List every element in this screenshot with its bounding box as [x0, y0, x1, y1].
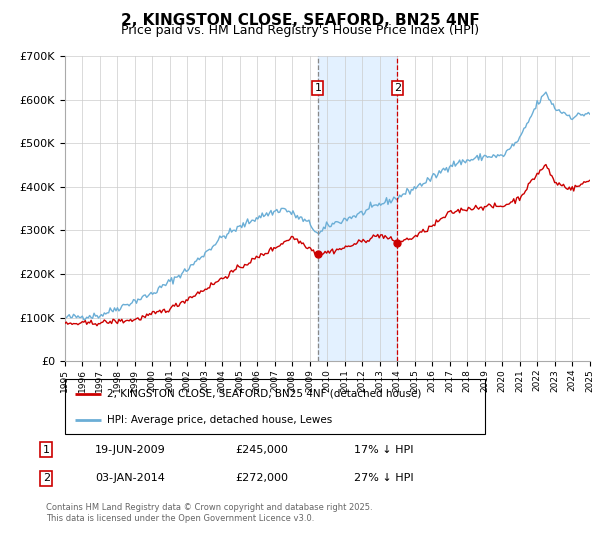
Text: 2, KINGSTON CLOSE, SEAFORD, BN25 4NF (detached house): 2, KINGSTON CLOSE, SEAFORD, BN25 4NF (de…	[107, 389, 421, 399]
Text: £272,000: £272,000	[235, 473, 288, 483]
Text: 1: 1	[43, 445, 50, 455]
Text: Price paid vs. HM Land Registry's House Price Index (HPI): Price paid vs. HM Land Registry's House …	[121, 24, 479, 37]
Text: 2: 2	[394, 83, 401, 93]
Text: 1: 1	[314, 83, 322, 93]
Text: Contains HM Land Registry data © Crown copyright and database right 2025.: Contains HM Land Registry data © Crown c…	[46, 503, 373, 512]
Text: 27% ↓ HPI: 27% ↓ HPI	[354, 473, 413, 483]
Text: HPI: Average price, detached house, Lewes: HPI: Average price, detached house, Lewe…	[107, 416, 332, 425]
Text: £245,000: £245,000	[235, 445, 288, 455]
Text: 2, KINGSTON CLOSE, SEAFORD, BN25 4NF: 2, KINGSTON CLOSE, SEAFORD, BN25 4NF	[121, 13, 479, 29]
Text: 03-JAN-2014: 03-JAN-2014	[95, 473, 164, 483]
Text: This data is licensed under the Open Government Licence v3.0.: This data is licensed under the Open Gov…	[46, 514, 314, 523]
Text: 19-JUN-2009: 19-JUN-2009	[95, 445, 166, 455]
Text: 17% ↓ HPI: 17% ↓ HPI	[354, 445, 413, 455]
Bar	[318, 56, 397, 361]
Text: 2: 2	[43, 473, 50, 483]
